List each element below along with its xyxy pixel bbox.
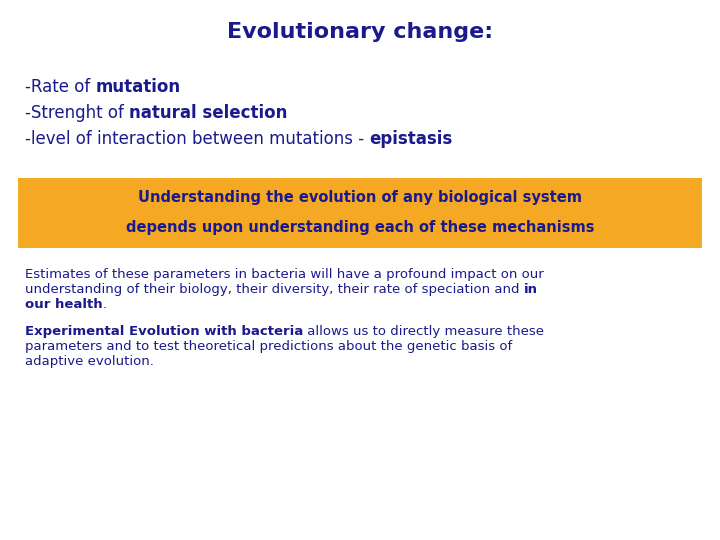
Text: Evolutionary change:: Evolutionary change:: [227, 22, 493, 42]
Text: mutation: mutation: [96, 78, 181, 96]
Text: -Rate of: -Rate of: [25, 78, 96, 96]
Text: Understanding the evolution of any biological system: Understanding the evolution of any biolo…: [138, 190, 582, 205]
Text: our health: our health: [25, 298, 103, 311]
Text: understanding of their biology, their diversity, their rate of speciation and: understanding of their biology, their di…: [25, 283, 523, 296]
Text: Experimental Evolution with bacteria: Experimental Evolution with bacteria: [25, 325, 303, 338]
Text: epistasis: epistasis: [369, 130, 453, 148]
Text: parameters and to test theoretical predictions about the genetic basis of: parameters and to test theoretical predi…: [25, 340, 512, 353]
Text: -Strenght of: -Strenght of: [25, 104, 129, 122]
Text: allows us to directly measure these: allows us to directly measure these: [303, 325, 544, 338]
Text: depends upon understanding each of these mechanisms: depends upon understanding each of these…: [126, 220, 594, 235]
Text: natural selection: natural selection: [129, 104, 287, 122]
Text: .: .: [103, 298, 107, 311]
Text: in: in: [523, 283, 538, 296]
Text: Estimates of these parameters in bacteria will have a profound impact on our: Estimates of these parameters in bacteri…: [25, 268, 544, 281]
Text: adaptive evolution.: adaptive evolution.: [25, 355, 154, 368]
FancyBboxPatch shape: [18, 178, 702, 248]
Text: -level of interaction between mutations -: -level of interaction between mutations …: [25, 130, 369, 148]
